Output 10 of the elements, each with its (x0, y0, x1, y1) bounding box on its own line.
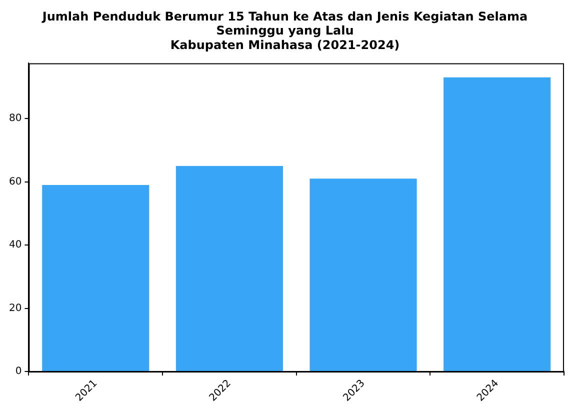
chart-title: Jumlah Penduduk Berumur 15 Tahun ke Atas dan Jenis Kegiatan Selama Seminggu yang Lalu Kabupaten Minahasa (2021-2024) (41, 9, 528, 52)
bar (444, 77, 551, 372)
y-tick-label: 80 (8, 113, 22, 124)
y-tick-label: 20 (8, 302, 22, 314)
y-tick-label: 60 (8, 176, 22, 188)
bar (42, 184, 150, 372)
y-tick-label: 0 (15, 366, 22, 378)
bar (310, 178, 417, 372)
y-tick-label: 40 (8, 240, 22, 251)
bar (176, 166, 283, 372)
